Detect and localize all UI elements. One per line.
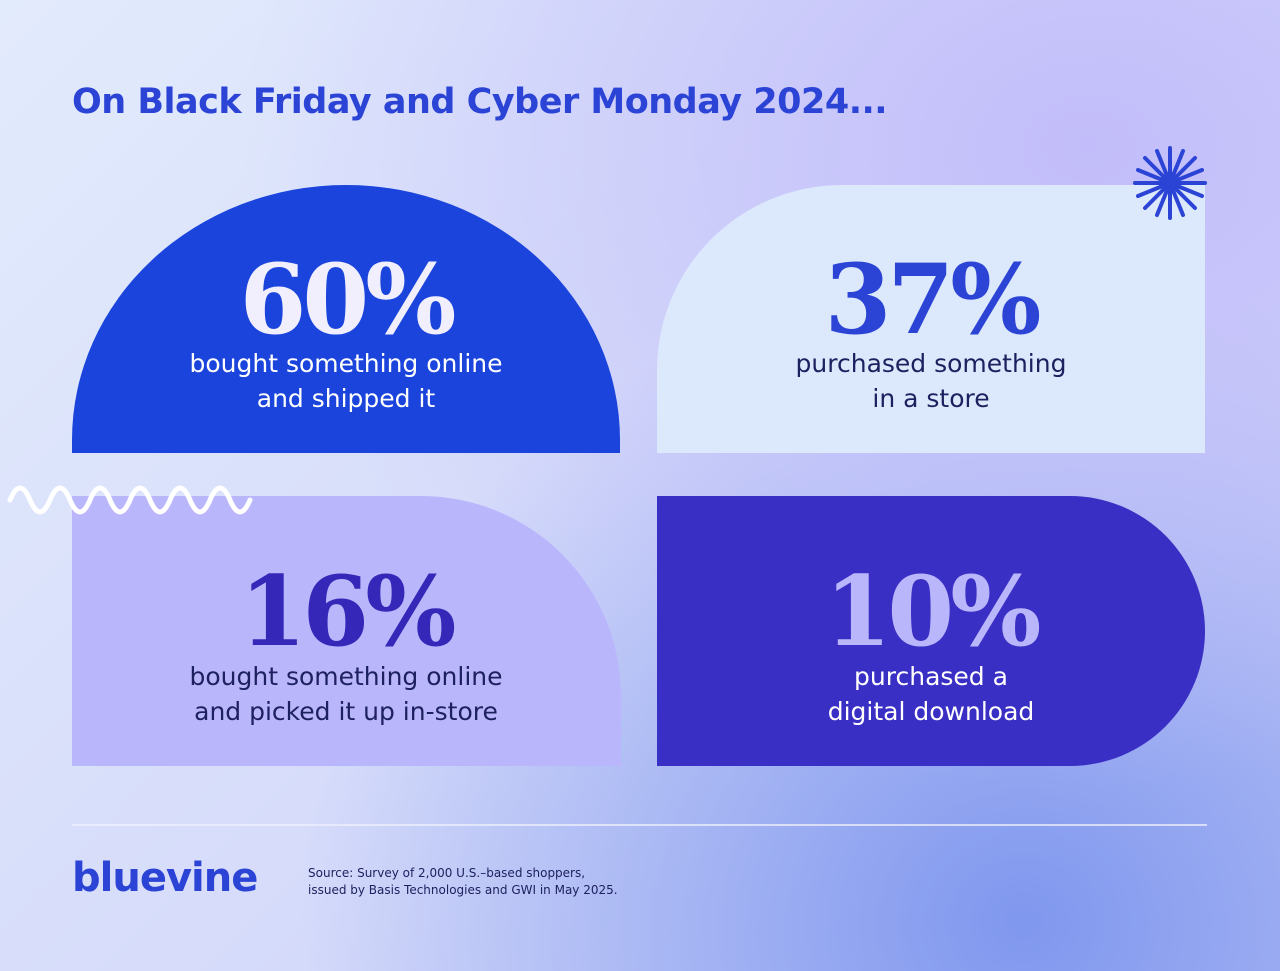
stat-label: and shipped it	[256, 384, 436, 413]
stat-value: 60%	[239, 243, 457, 356]
card-shape	[657, 496, 1205, 766]
stat-label: bought something online	[189, 662, 503, 691]
source-note: issued by Basis Technologies and GWI in …	[308, 883, 618, 897]
card-shape	[72, 185, 620, 453]
stat-value: 16%	[239, 555, 457, 668]
wave	[7, 485, 253, 515]
logo: bluevine	[72, 855, 258, 901]
stat-label: purchased something	[795, 349, 1067, 378]
stat-label: bought something online	[189, 349, 503, 378]
source-note: Source: Survey of 2,000 U.S.–based shopp…	[308, 866, 586, 880]
stat-value: 37%	[824, 243, 1042, 356]
stat-label: and picked it up in-store	[194, 697, 498, 726]
stat-label: purchased a	[854, 662, 1008, 691]
card-shape	[72, 496, 621, 766]
star	[1133, 146, 1207, 220]
stat-label: in a store	[872, 384, 990, 413]
card-shape	[657, 185, 1205, 453]
stat-label: digital download	[827, 697, 1035, 726]
stat-value: 10%	[824, 555, 1042, 668]
title: On Black Friday and Cyber Monday 2024...	[72, 82, 888, 122]
